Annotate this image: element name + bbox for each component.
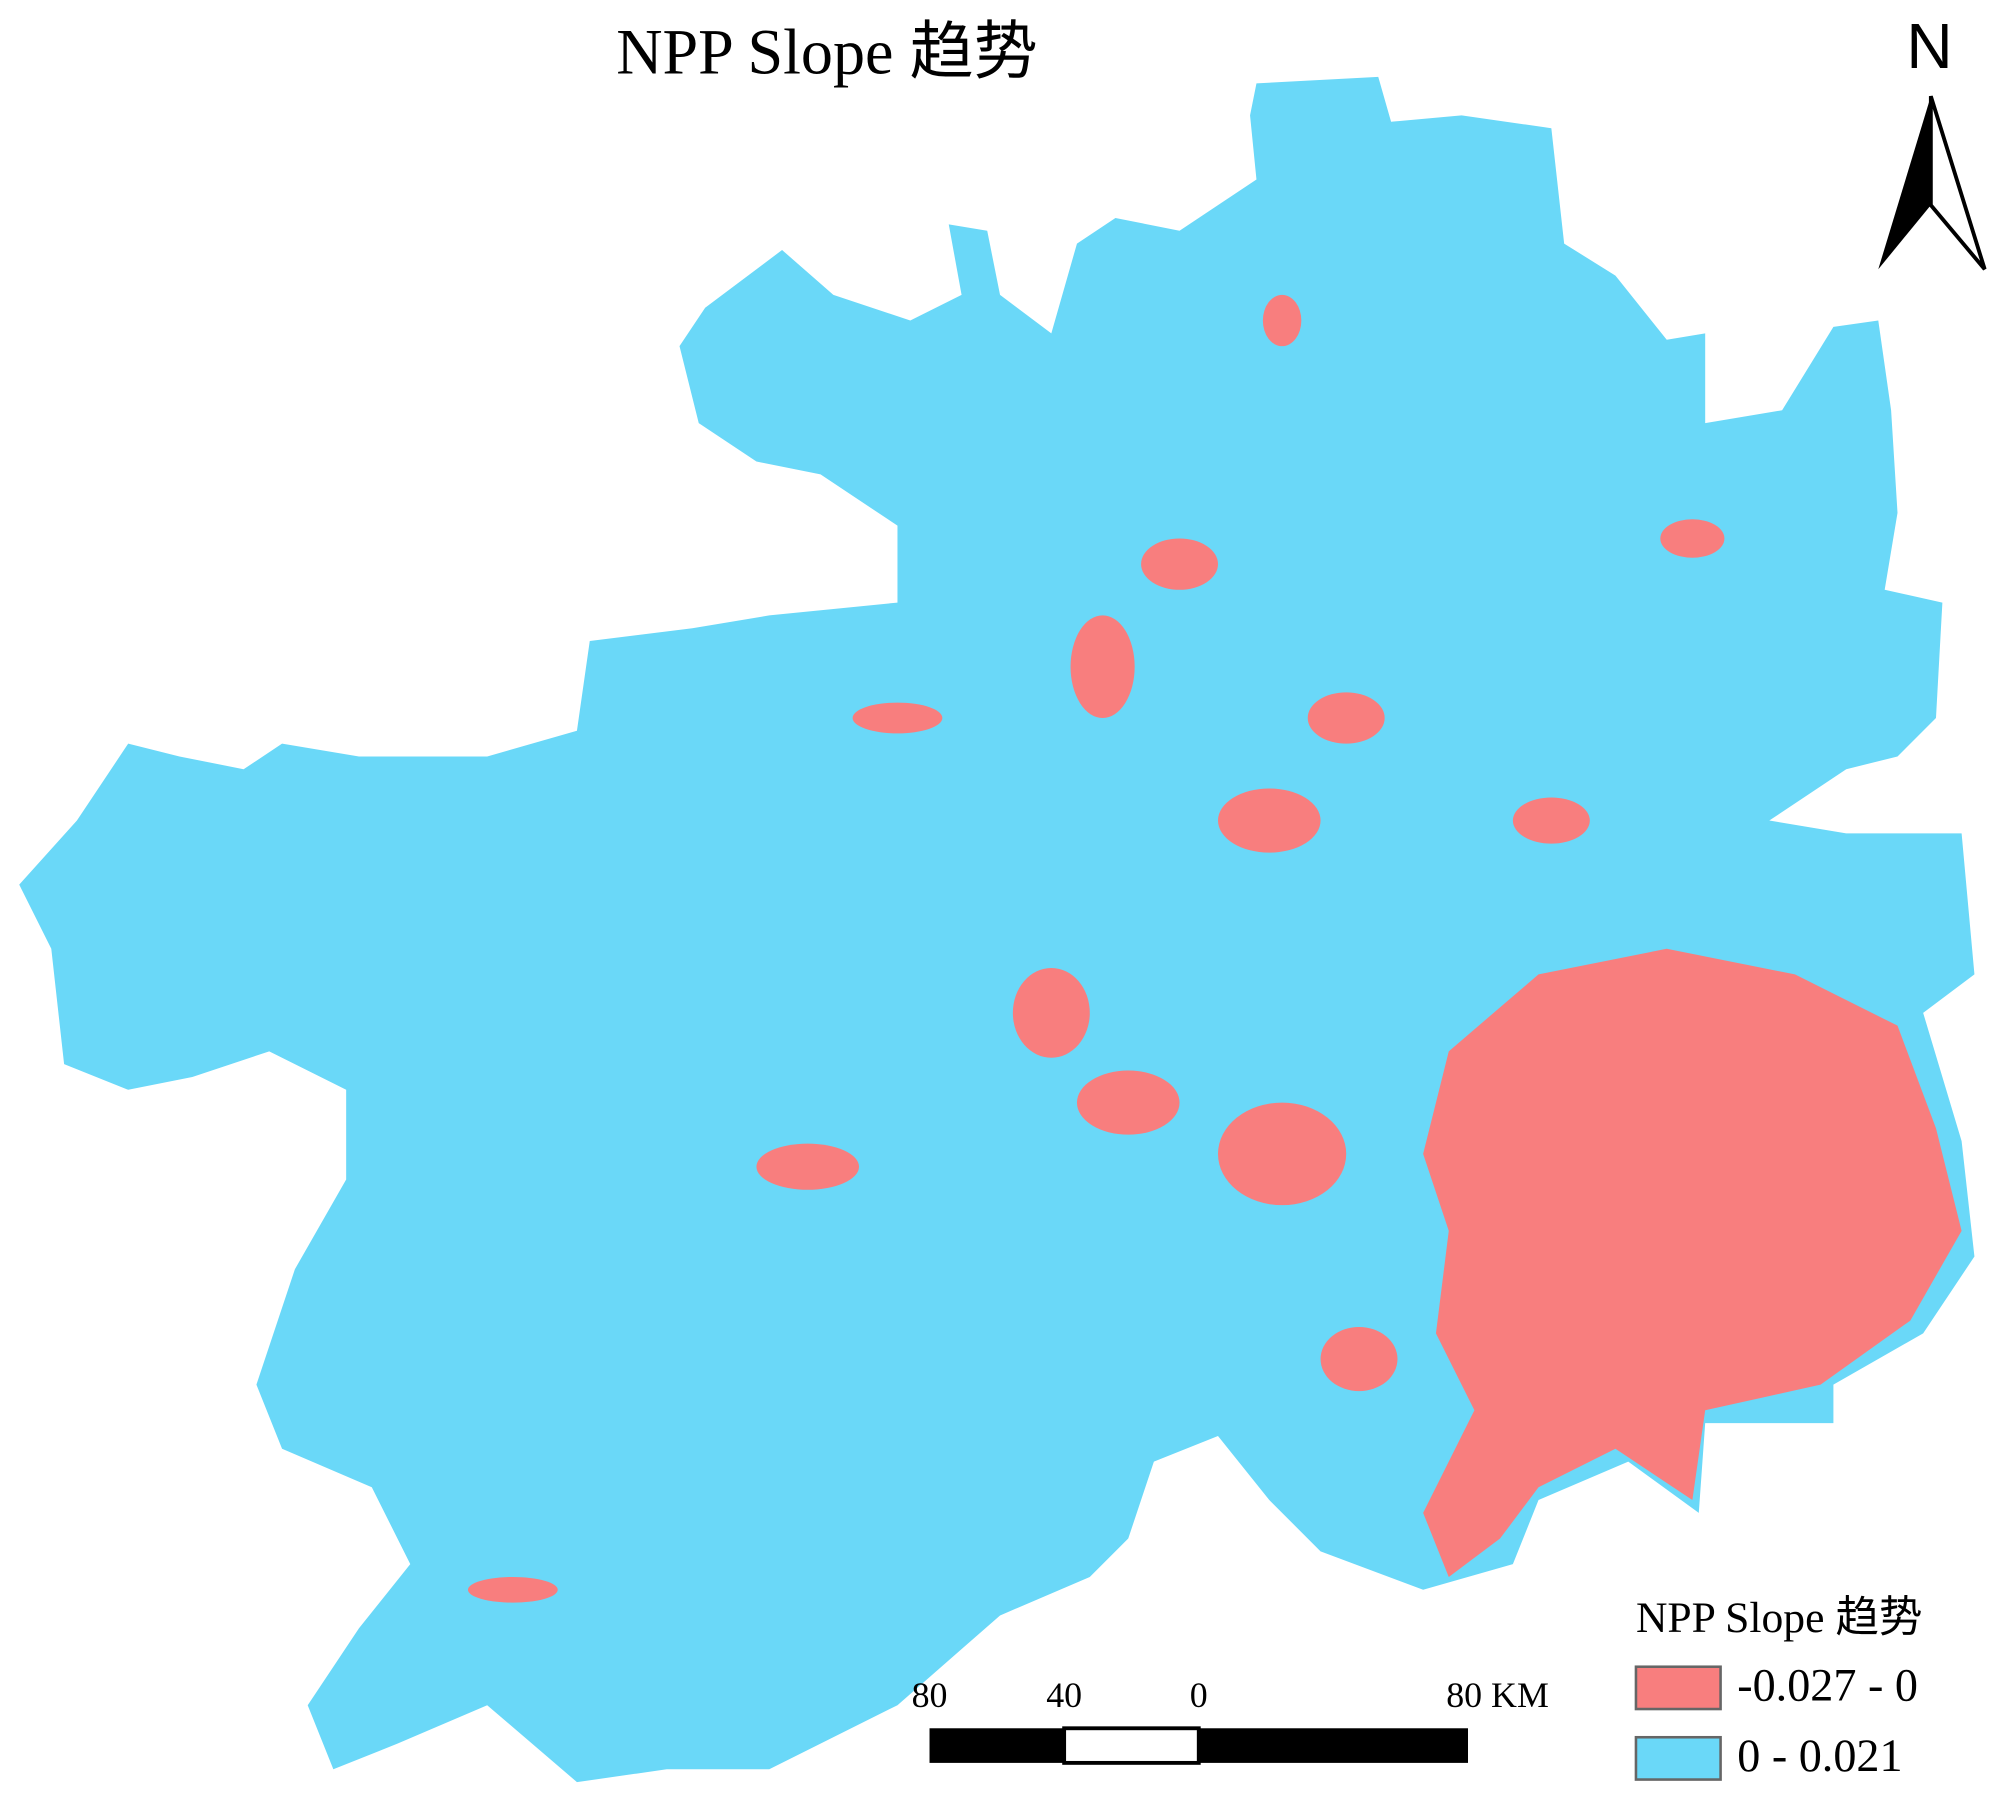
negative-patch <box>1217 1102 1347 1206</box>
scale-label: 0 <box>1190 1675 1208 1715</box>
scale-label: 80 <box>912 1675 948 1715</box>
negative-patch <box>1262 294 1302 347</box>
map-frame: NPP Slope 趋势 N 80 40 0 80 KM NPP Slope 趋… <box>19 10 1987 1783</box>
scale-label: 80 KM <box>1446 1675 1549 1715</box>
negative-patch <box>1320 1326 1398 1392</box>
legend-swatch <box>1634 1735 1722 1781</box>
negative-patch <box>1141 538 1218 590</box>
scale-label: 40 <box>1046 1675 1082 1715</box>
legend-swatch <box>1634 1665 1722 1711</box>
scale-bar-segment <box>1198 1728 1469 1763</box>
negative-patch <box>1217 788 1321 853</box>
negative-patch <box>756 1143 860 1190</box>
negative-patch <box>852 702 943 734</box>
north-arrow-right <box>1928 95 1987 271</box>
negative-patch <box>1076 1070 1180 1135</box>
region-negative <box>467 294 1962 1603</box>
negative-patch <box>467 1576 558 1603</box>
map-title: NPP Slope 趋势 <box>616 17 1037 88</box>
scale-bar-segment <box>929 1728 1065 1763</box>
negative-patch <box>1423 948 1962 1577</box>
legend-label: -0.027 - 0 <box>1737 1659 1918 1710</box>
region-positive <box>19 76 1975 1783</box>
scale-bar-segment <box>1062 1726 1201 1765</box>
legend-label: 0 - 0.021 <box>1737 1730 1902 1781</box>
negative-patch <box>1070 615 1135 718</box>
negative-patch <box>1512 797 1590 844</box>
legend-title: NPP Slope 趋势 <box>1636 1594 1923 1642</box>
north-label: N <box>1906 10 1952 82</box>
negative-patch <box>1660 519 1725 558</box>
north-arrow-left <box>1878 96 1931 270</box>
negative-patch <box>1012 967 1090 1058</box>
negative-patch <box>1307 692 1385 744</box>
